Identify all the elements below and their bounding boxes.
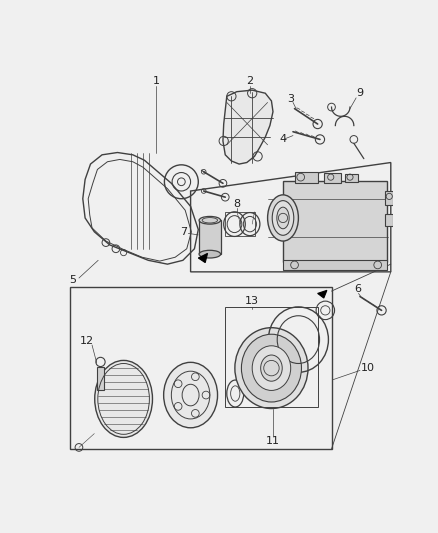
Text: 11: 11 (266, 436, 280, 446)
Ellipse shape (252, 346, 291, 391)
Bar (199, 220, 221, 254)
Polygon shape (223, 90, 273, 164)
Bar (225, 306, 318, 407)
Ellipse shape (235, 328, 308, 408)
Polygon shape (318, 290, 327, 298)
Bar (97, 367, 104, 390)
Ellipse shape (95, 360, 152, 438)
Text: 10: 10 (361, 363, 374, 373)
Ellipse shape (199, 251, 221, 258)
Text: 5: 5 (69, 274, 76, 285)
Text: 12: 12 (80, 336, 94, 346)
Bar (294, 172, 318, 182)
Bar (70, 287, 332, 449)
Ellipse shape (277, 207, 289, 229)
Ellipse shape (268, 195, 298, 241)
Text: 4: 4 (279, 134, 286, 144)
Bar (324, 173, 341, 182)
Text: 1: 1 (152, 76, 159, 86)
Bar (283, 181, 387, 262)
Ellipse shape (199, 216, 221, 224)
Text: 3: 3 (287, 94, 294, 103)
Bar (225, 212, 254, 237)
Text: 13: 13 (245, 296, 259, 306)
Bar (345, 174, 358, 182)
Text: 7: 7 (180, 227, 187, 237)
Ellipse shape (241, 334, 301, 402)
Text: 8: 8 (233, 199, 240, 209)
Polygon shape (198, 253, 208, 263)
Ellipse shape (164, 362, 218, 428)
Bar (385, 191, 393, 205)
Bar (385, 214, 393, 225)
Ellipse shape (261, 355, 282, 381)
Text: 9: 9 (357, 88, 364, 98)
Bar (283, 260, 387, 270)
Ellipse shape (272, 200, 294, 235)
Text: 6: 6 (354, 284, 361, 294)
Text: 2: 2 (246, 76, 254, 86)
